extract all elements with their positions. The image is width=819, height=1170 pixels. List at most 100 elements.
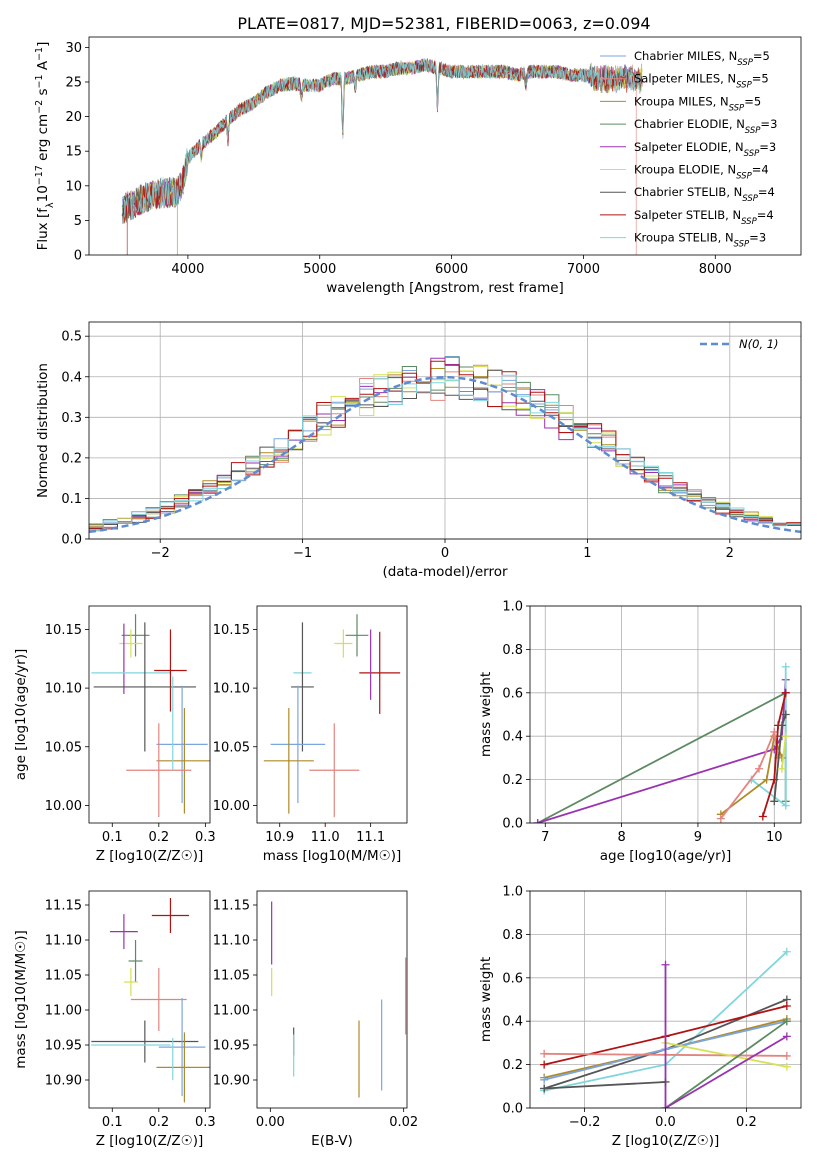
mass-weight-vs-age-panel: 7 8 9 10 0.0 0.2 0.4 0.6 0.8 1.0 age [log10(age/yr… xyxy=(478,600,802,864)
legend-entry-count: 4 xyxy=(768,185,775,199)
legend-entry-eq: = xyxy=(749,231,759,245)
y-tick-label: 11.00 xyxy=(45,1004,82,1019)
x-tick-label: 10.9 xyxy=(265,830,294,845)
series-marker xyxy=(782,947,791,956)
x-tick-label: 0.2 xyxy=(148,830,169,845)
legend-entry-eq: = xyxy=(760,117,770,131)
x-axis-label: E(B-V) xyxy=(311,1133,353,1149)
legend-entry-count: 5 xyxy=(761,72,768,86)
legend-entry-label: Chabrier STELIB xyxy=(634,185,726,199)
series-marker xyxy=(540,1075,549,1084)
y-tick-label: 0.2 xyxy=(61,451,82,466)
legend-entry-n-sub: SSP xyxy=(745,126,761,136)
legend-entry-sep: , xyxy=(720,72,727,86)
x-tick-label: −2 xyxy=(151,546,170,561)
histogram-step xyxy=(89,360,801,530)
legend-entry-sep: , xyxy=(726,185,733,199)
legend-entry-n-sub: SSP xyxy=(729,103,745,113)
axes-frame xyxy=(88,321,802,540)
x-axis-label: Z [log10(Z/Z☉)] xyxy=(96,1133,204,1149)
y-axis-label: Flux [fλ10−17 erg cm−2 s−1 A−1] xyxy=(34,42,56,251)
series-line xyxy=(761,692,787,817)
error-bar-point xyxy=(359,631,401,714)
legend-entry-sep: , xyxy=(713,94,720,108)
age-vs-metallicity-panel: 0.1 0.2 0.3 10.00 10.05 10.10 10.15 Z [log10(Z/… xyxy=(13,605,216,864)
histogram-step xyxy=(89,374,801,532)
y-tick-label: 10.90 xyxy=(45,1074,82,1089)
y-tick-label: 30 xyxy=(65,41,82,56)
legend-entry-n: N xyxy=(727,72,736,86)
y-tick-label: 0.0 xyxy=(61,533,82,548)
series-marker xyxy=(781,732,790,741)
error-bar-point xyxy=(91,1020,199,1063)
series-marker xyxy=(533,819,542,823)
y-tick-label: 0.0 xyxy=(502,817,523,832)
axes-frame xyxy=(256,605,408,824)
series-marker xyxy=(716,814,725,823)
x-tick-label: 5000 xyxy=(303,262,336,277)
error-bar-point xyxy=(151,898,190,933)
y-tick-label: 0.2 xyxy=(502,1058,523,1073)
y-tick-label: 10.15 xyxy=(45,623,82,638)
legend-entry-count: 3 xyxy=(770,117,777,131)
y-tick-label: 20 xyxy=(65,110,82,125)
axes-frame xyxy=(88,605,211,824)
error-bar-point xyxy=(291,622,314,752)
y-axis-label: age [log10(age/yr)] xyxy=(13,649,29,781)
axes-frame xyxy=(88,36,802,256)
y-axis-label: mass [log10(M/M☉)] xyxy=(13,930,29,1069)
x-tick-label: 10 xyxy=(766,830,783,845)
error-bar-point xyxy=(119,629,143,658)
y-tick-label: 0.8 xyxy=(502,643,523,658)
y-axis-label-part: −1 xyxy=(34,74,45,88)
legend-entry-count: 5 xyxy=(754,94,761,108)
y-tick-label: 10.95 xyxy=(45,1039,82,1054)
histogram-step xyxy=(89,366,801,527)
y-tick-label: 10.05 xyxy=(213,740,250,755)
error-bar-point xyxy=(345,614,369,657)
legend-entry-eq: = xyxy=(757,208,767,222)
legend-entry: Kroupa STELIB, NSSP=3 xyxy=(634,231,766,250)
legend-entry-sep: , xyxy=(720,163,727,177)
x-axis-label: age [log10(age/yr)] xyxy=(600,848,732,864)
error-bar-point xyxy=(270,685,326,804)
series-marker xyxy=(782,1062,791,1071)
plot-area xyxy=(91,898,210,1103)
y-tick-label: 5 xyxy=(74,214,82,229)
legend-entry-label: Salpeter ELODIE xyxy=(634,140,728,154)
y-tick-label: 0.8 xyxy=(502,928,523,943)
y-tick-label: 0.3 xyxy=(61,411,82,426)
legend-entry-eq: = xyxy=(758,185,768,199)
x-tick-label: 0.3 xyxy=(195,1115,216,1130)
series-marker xyxy=(782,1051,791,1060)
axes-frame xyxy=(256,890,408,1109)
y-axis-label-part: −2 xyxy=(34,100,45,114)
y-tick-label: 10.95 xyxy=(213,1039,250,1054)
y-tick-label: 0.5 xyxy=(61,330,82,345)
x-axis-label: (data-model)/error xyxy=(382,564,508,580)
series-marker xyxy=(781,710,790,719)
x-tick-label: 0.00 xyxy=(256,1115,285,1130)
y-tick-label: 0.0 xyxy=(502,1102,523,1117)
legend-entry-sep: , xyxy=(729,117,736,131)
legend-entry: Salpeter MILES, NSSP=5 xyxy=(634,72,769,91)
legend-entry: Chabrier ELODIE, NSSP=3 xyxy=(634,117,777,136)
legend-entry-label: Kroupa MILES xyxy=(634,94,713,108)
x-tick-label: 0.3 xyxy=(195,830,216,845)
legend-entry-sep: , xyxy=(721,49,728,63)
series-line xyxy=(544,1081,666,1090)
series-line xyxy=(720,728,779,820)
series-line xyxy=(665,1042,787,1068)
error-bar-point xyxy=(123,968,138,996)
y-axis-label-part: λ xyxy=(45,202,56,208)
legend-entry-count: 5 xyxy=(763,49,770,63)
spectrum-line xyxy=(123,58,642,220)
error-bar-point xyxy=(128,940,143,982)
series-marker xyxy=(782,1017,791,1026)
series-marker xyxy=(661,1077,670,1086)
x-tick-label: 2 xyxy=(726,546,734,561)
x-axis-label: wavelength [Angstrom, rest frame] xyxy=(326,280,564,296)
spectrum-line xyxy=(122,59,642,223)
x-tick-label: 11.0 xyxy=(311,830,340,845)
